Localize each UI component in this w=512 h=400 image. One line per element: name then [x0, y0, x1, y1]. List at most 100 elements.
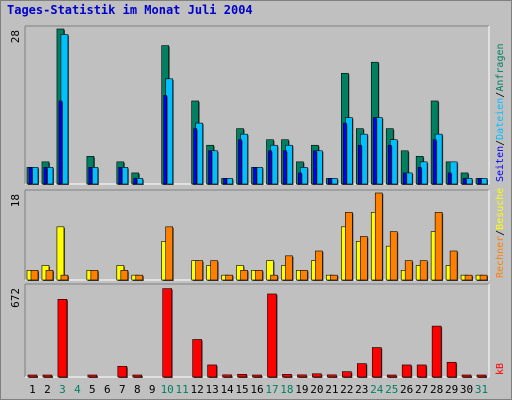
x-label-day-11: 11 — [176, 383, 189, 396]
bar-rechner-day-16 — [255, 270, 263, 281]
bar-besuche-day-3 — [56, 226, 65, 281]
bar-rechner-day-2 — [45, 270, 54, 281]
bar-kb-day-30 — [461, 374, 472, 378]
bar-seiten-day-25 — [387, 144, 392, 185]
bar-kb-day-16 — [252, 374, 262, 378]
bar-kb-day-3 — [57, 299, 68, 378]
bar-seiten-day-16 — [253, 167, 257, 185]
bar-rechner-day-7 — [120, 270, 129, 281]
page-title: Tages-Statistik im Monat Juli 2004 — [7, 3, 253, 17]
bar-seiten-day-14 — [223, 178, 227, 185]
bar-kb-day-27 — [416, 364, 427, 378]
bar-kb-day-7 — [117, 365, 128, 378]
x-label-day-6: 6 — [104, 383, 111, 396]
bar-seiten-day-27 — [417, 167, 422, 185]
bar-seiten-day-21 — [328, 178, 332, 185]
bar-seiten-day-3 — [58, 100, 63, 185]
y-max-label-anfragen: 28 — [9, 30, 22, 43]
bar-rechner-day-31 — [479, 274, 488, 281]
bar-rechner-day-1 — [30, 270, 39, 281]
legend-panel-1-separator-2: / — [495, 92, 506, 98]
bar-rechner-day-5 — [90, 270, 99, 281]
x-label-day-16: 16 — [250, 383, 263, 396]
panel-3-background — [25, 284, 489, 377]
bar-seiten-day-19 — [298, 172, 302, 185]
bar-rechner-day-22 — [345, 212, 353, 281]
legend-panel-3-kb: kB — [495, 363, 506, 375]
bar-seiten-day-2 — [43, 167, 48, 185]
x-label-day-15: 15 — [235, 383, 248, 396]
x-label-day-21: 21 — [325, 383, 338, 396]
bar-kb-day-5 — [87, 374, 98, 378]
x-label-day-18: 18 — [280, 383, 293, 396]
x-label-day-4: 4 — [74, 383, 81, 396]
bar-seiten-day-31 — [477, 178, 482, 185]
bar-kb-day-26 — [401, 364, 412, 378]
bar-rechner-day-14 — [225, 274, 233, 281]
y-max-label-besuche: 18 — [9, 194, 22, 207]
x-label-day-3: 3 — [59, 383, 66, 396]
bar-rechner-day-12 — [195, 260, 203, 281]
x-label-day-17: 17 — [265, 383, 278, 396]
bar-rechner-day-19 — [300, 270, 308, 281]
legend-panel-2: Rechner/Besuche — [495, 188, 506, 278]
bar-rechner-day-23 — [359, 236, 368, 281]
x-label-day-20: 20 — [310, 383, 323, 396]
bar-kb-day-15 — [237, 374, 247, 378]
x-label-day-24: 24 — [370, 383, 384, 396]
x-label-day-13: 13 — [205, 383, 218, 396]
bar-kb-day-8 — [132, 374, 143, 378]
bar-seiten-day-17 — [268, 150, 272, 185]
bar-seiten-day-5 — [88, 167, 93, 185]
bar-seiten-day-1 — [28, 167, 33, 185]
legend-panel-2-rechner: Rechner — [495, 236, 506, 278]
x-label-day-29: 29 — [445, 383, 458, 396]
bar-kb-day-12 — [192, 339, 202, 378]
panel-1-background — [25, 26, 489, 184]
bar-seiten-day-15 — [238, 139, 242, 185]
x-label-day-2: 2 — [44, 383, 51, 396]
bar-rechner-day-29 — [449, 250, 458, 281]
bar-kb-day-23 — [356, 363, 367, 378]
bar-seiten-day-24 — [372, 117, 377, 185]
bar-rechner-day-17 — [270, 274, 278, 281]
bar-kb-day-21 — [327, 374, 337, 378]
x-label-day-26: 26 — [400, 383, 413, 396]
bar-kb-day-28 — [431, 325, 442, 378]
bar-seiten-day-22 — [343, 122, 347, 185]
x-label-day-7: 7 — [119, 383, 126, 396]
bar-rechner-day-8 — [135, 274, 144, 281]
bar-kb-day-22 — [342, 371, 352, 378]
bar-rechner-day-20 — [315, 250, 323, 281]
x-label-day-22: 22 — [340, 383, 353, 396]
bar-seiten-day-12 — [193, 128, 197, 185]
x-label-day-30: 30 — [460, 383, 473, 396]
bar-seiten-day-29 — [447, 172, 452, 185]
bar-seiten-day-8 — [133, 178, 138, 185]
legend-panel-1-separator-1: / — [495, 140, 506, 146]
y-max-label-kb: 672 — [9, 288, 22, 308]
x-label-day-1: 1 — [29, 383, 36, 396]
legend-panel-1-anfragen: Anfragen — [495, 43, 506, 91]
bar-kb-day-10 — [162, 288, 173, 378]
bar-seiten-day-10 — [163, 95, 168, 185]
bar-seiten-day-30 — [462, 178, 467, 185]
bar-rechner-day-21 — [330, 274, 338, 281]
x-label-day-5: 5 — [89, 383, 96, 396]
legend-panel-1-dateien: Dateien — [495, 98, 506, 140]
bar-kb-day-14 — [222, 374, 232, 378]
bar-rechner-day-15 — [240, 270, 248, 281]
bar-seiten-day-23 — [357, 144, 362, 185]
x-label-day-8: 8 — [134, 383, 141, 396]
bar-rechner-day-27 — [419, 260, 428, 281]
x-label-day-14: 14 — [220, 383, 234, 396]
x-label-day-31: 31 — [475, 383, 488, 396]
legend-panel-3: kB — [495, 363, 506, 375]
bar-rechner-day-30 — [464, 274, 473, 281]
bar-rechner-day-18 — [285, 255, 293, 281]
bar-rechner-day-13 — [210, 260, 218, 281]
x-label-day-23: 23 — [355, 383, 368, 396]
legend-panel-1-seiten: Seiten — [495, 146, 506, 182]
bar-kb-day-29 — [446, 361, 457, 378]
